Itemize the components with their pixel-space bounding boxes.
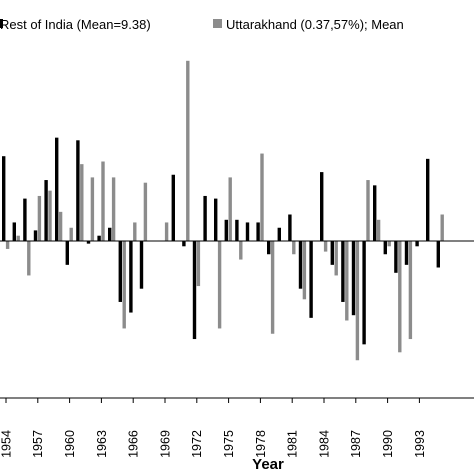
bar-rest-of-india-1965 xyxy=(118,241,122,302)
bar-rest-of-india-1967 xyxy=(139,241,144,289)
bar-rest-of-india-1985 xyxy=(330,241,334,265)
bar-rest-of-india-1974 xyxy=(214,198,218,241)
x-axis-title: Year xyxy=(252,456,284,473)
bar-rest-of-india-1991 xyxy=(394,241,398,273)
bar-rest-of-india-1975 xyxy=(224,219,228,241)
bar-uttarakhand-1958 xyxy=(48,190,52,241)
bar-rest-of-india-1976 xyxy=(235,219,239,241)
bar-rest-of-india-1958 xyxy=(44,180,48,241)
bar-uttarakhand-1955 xyxy=(16,235,20,241)
bar-uttarakhand-1984 xyxy=(323,241,328,252)
x-tick-label-1954: 1954 xyxy=(0,430,13,458)
bar-rest-of-india-1956 xyxy=(23,198,27,241)
bar-uttarakhand-1964 xyxy=(111,177,116,241)
bar-uttarakhand-1991 xyxy=(398,241,402,353)
bar-rest-of-india-1963 xyxy=(97,235,101,241)
bar-uttarakhand-1986 xyxy=(345,241,349,321)
bar-rest-of-india-1964 xyxy=(108,227,112,241)
bar-uttarakhand-1969 xyxy=(164,222,169,241)
bar-rest-of-india-1957 xyxy=(33,230,38,241)
bar-uttarakhand-1974 xyxy=(217,241,222,329)
bar-rest-of-india-1983 xyxy=(309,241,313,318)
bar-uttarakhand-1989 xyxy=(376,219,381,241)
bar-rest-of-india-1970 xyxy=(171,174,175,241)
x-tick-label-1978: 1978 xyxy=(254,430,268,458)
bar-uttarakhand-1963 xyxy=(101,161,105,241)
bar-rest-of-india-1988 xyxy=(362,241,366,345)
x-axis-ticks: 1954 1957 1960 1963 1966 1969 1972 1975 1978 1981… xyxy=(0,398,427,458)
bar-uttarakhand-1985 xyxy=(334,241,338,276)
bar-uttarakhand-1954 xyxy=(5,241,10,249)
bar-uttarakhand-1975 xyxy=(228,177,232,241)
x-tick-label-1972: 1972 xyxy=(190,430,204,458)
bar-uttarakhand-1988 xyxy=(366,180,370,241)
x-tick-label-1990: 1990 xyxy=(381,430,395,458)
bar-uttarakhand-1971 xyxy=(186,60,190,241)
legend-swatch-rest-of-india xyxy=(0,19,3,28)
bar-uttarakhand-1965 xyxy=(122,241,126,329)
bar-uttarakhand-1966 xyxy=(133,222,137,241)
bar-rest-of-india-1980 xyxy=(277,227,281,241)
bar-rest-of-india-1955 xyxy=(12,222,16,241)
x-tick-label-1981: 1981 xyxy=(286,430,300,458)
bar-uttarakhand-1972 xyxy=(196,241,201,287)
bar-rest-of-india-1959 xyxy=(55,137,59,241)
x-tick-label-1984: 1984 xyxy=(317,430,331,458)
legend: Rest of India (Mean=9.38) Uttarakhand (0… xyxy=(0,17,404,32)
bar-uttarakhand-1976 xyxy=(239,241,243,260)
bar-rest-of-india-1992 xyxy=(404,241,409,265)
legend-label-rest-of-india: Rest of India (Mean=9.38) xyxy=(0,17,151,32)
bar-rest-of-india-1978 xyxy=(256,222,260,241)
legend-label-uttarakhand: Uttarakhand (0.37,57%); Mean xyxy=(226,17,404,32)
bar-uttarakhand-1995 xyxy=(440,214,444,241)
bar-rest-of-india-1979 xyxy=(267,241,271,255)
bar-uttarakhand-1992 xyxy=(408,241,413,340)
bar-uttarakhand-1960 xyxy=(69,227,73,241)
bar-rest-of-india-1977 xyxy=(245,222,250,241)
x-tick-label-1960: 1960 xyxy=(63,430,77,458)
bar-uttarakhand-1957 xyxy=(37,195,42,241)
x-tick-label-1987: 1987 xyxy=(349,430,363,458)
bar-rest-of-india-1982 xyxy=(298,241,303,289)
bar-rest-of-india-1986 xyxy=(341,241,345,302)
bar-rest-of-india-1993 xyxy=(415,241,419,247)
bar-rest-of-india-1973 xyxy=(203,195,207,241)
bar-uttarakhand-1979 xyxy=(270,241,275,334)
bar-rest-of-india-1960 xyxy=(65,241,69,265)
legend-swatch-uttarakhand xyxy=(213,19,222,28)
bar-rest-of-india-1981 xyxy=(288,214,292,241)
bar-rest-of-india-1994 xyxy=(426,158,430,241)
bar-uttarakhand-1962 xyxy=(90,177,95,241)
bar-rest-of-india-1990 xyxy=(383,241,387,255)
bar-rest-of-india-1995 xyxy=(436,241,440,268)
bar-rest-of-india-1971 xyxy=(182,241,186,247)
x-tick-label-1966: 1966 xyxy=(127,430,141,458)
x-tick-label-1963: 1963 xyxy=(95,430,109,458)
bar-uttarakhand-1981 xyxy=(292,241,296,255)
bar-rest-of-india-1966 xyxy=(129,241,133,313)
bar-rest-of-india-1984 xyxy=(320,172,324,241)
bar-uttarakhand-1961 xyxy=(80,164,84,241)
bar-uttarakhand-1987 xyxy=(355,241,360,361)
x-tick-label-1993: 1993 xyxy=(413,430,427,458)
bar-uttarakhand-1978 xyxy=(260,153,264,241)
bar-rest-of-india-1961 xyxy=(76,140,80,241)
bar-rest-of-india-1954 xyxy=(2,156,6,241)
bar-uttarakhand-1967 xyxy=(143,182,148,241)
bars xyxy=(2,60,444,361)
bar-rest-of-india-1989 xyxy=(373,185,377,241)
x-tick-label-1957: 1957 xyxy=(31,430,45,458)
bar-uttarakhand-1959 xyxy=(58,211,63,241)
bar-rest-of-india-1962 xyxy=(86,241,91,244)
bar-uttarakhand-1990 xyxy=(387,241,391,247)
bar-rest-of-india-1972 xyxy=(192,241,197,340)
x-tick-label-1975: 1975 xyxy=(222,430,236,458)
bar-uttarakhand-1956 xyxy=(27,241,31,276)
bar-rest-of-india-1987 xyxy=(351,241,356,316)
bar-uttarakhand-1982 xyxy=(302,241,307,300)
x-tick-label-1969: 1969 xyxy=(158,430,172,458)
